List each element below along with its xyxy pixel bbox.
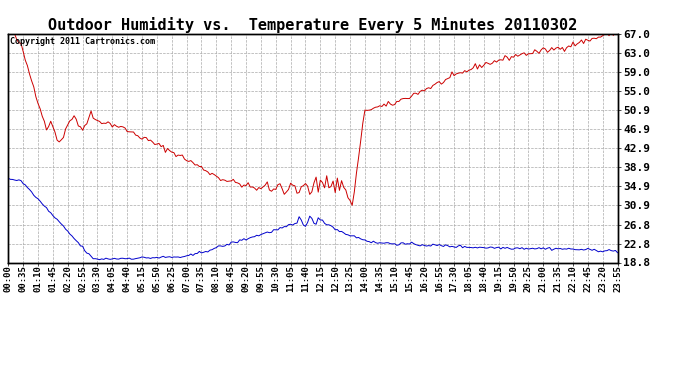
Text: Copyright 2011 Cartronics.com: Copyright 2011 Cartronics.com	[10, 37, 155, 46]
Title: Outdoor Humidity vs.  Temperature Every 5 Minutes 20110302: Outdoor Humidity vs. Temperature Every 5…	[48, 16, 578, 33]
